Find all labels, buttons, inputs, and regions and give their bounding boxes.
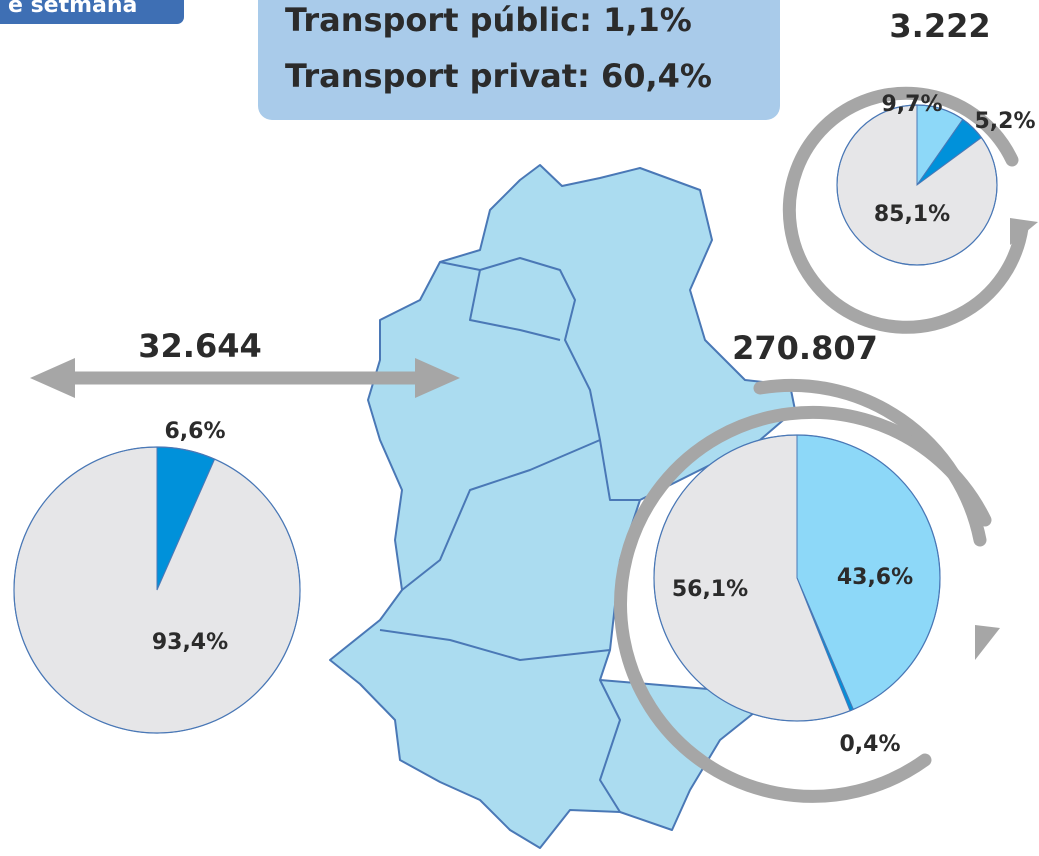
pie-outline	[836, 104, 998, 266]
map	[329, 164, 796, 849]
slice-label: 93,4%	[152, 630, 228, 655]
arrowhead	[415, 358, 460, 398]
info-line: Transport públic: 1,1%	[285, 1, 692, 39]
pie-title: 270.807	[732, 329, 878, 367]
border	[599, 679, 621, 813]
arrowheads	[30, 218, 1038, 660]
slice-label: 56,1%	[672, 577, 748, 602]
border	[401, 439, 601, 591]
region	[329, 164, 796, 849]
pie-title: 32.644	[138, 327, 261, 365]
header-label: e setmana	[8, 0, 137, 18]
loop-arrow	[614, 405, 992, 803]
pie-slice	[13, 446, 301, 734]
arrowhead	[975, 625, 1000, 660]
arrowhead	[30, 358, 75, 398]
slice-label: 85,1%	[874, 202, 950, 227]
header-box	[0, 0, 184, 24]
slice-label: 5,2%	[974, 109, 1035, 134]
border	[439, 261, 561, 341]
slice-label: 0,4%	[839, 732, 900, 757]
arrowhead	[1010, 218, 1038, 245]
info-line: Transport privat: 60,4%	[285, 57, 712, 95]
slice-label: 6,6%	[164, 419, 225, 444]
pie-outline	[13, 446, 301, 734]
arrows	[63, 86, 1029, 803]
loop-arrow	[753, 378, 987, 547]
pie-outline	[653, 434, 941, 722]
info-box	[258, 0, 780, 120]
border	[479, 257, 640, 501]
loop-arrow	[782, 86, 1029, 334]
pie-title: 3.222	[889, 7, 990, 45]
slice-label: 9,7%	[881, 92, 942, 117]
border	[379, 629, 611, 661]
slice-label: 43,6%	[837, 565, 913, 590]
